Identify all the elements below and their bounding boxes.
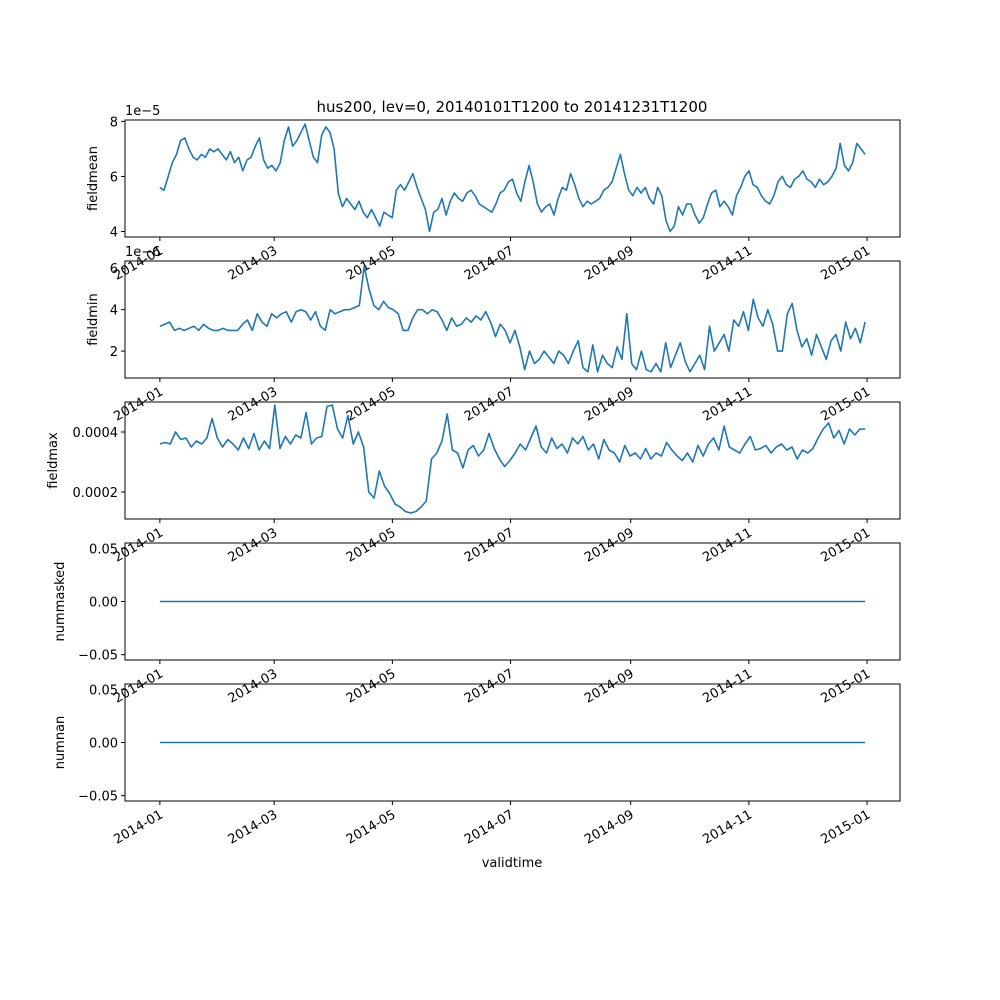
fieldmean-x-tick-label: 2014-07	[462, 243, 517, 283]
nummasked-x-tick-label: 2015-01	[819, 666, 874, 706]
numnan-x-tick-label: 2014-07	[462, 807, 517, 847]
fieldmin-x-tick-label: 2014-05	[344, 384, 399, 424]
numnan-y-tick-label: 0.05	[89, 683, 118, 698]
fieldmax-y-axis-label: fieldmax	[46, 432, 61, 489]
panel-numnan: −0.05 0.00 0.05 numnan 2014-01 2014-03 2014-05…	[53, 683, 901, 848]
fieldmax-x-tick-label: 2014-01	[111, 525, 166, 565]
fieldmax-x-tick-label: 2015-01	[819, 525, 874, 565]
fieldmin-x-tick-label: 2014-11	[700, 384, 755, 424]
fieldmean-series-line	[159, 123, 866, 233]
fieldmin-x-tick-label: 2015-01	[819, 384, 874, 424]
fieldmin-offset-text: 1e−6	[125, 245, 160, 260]
fieldmean-y-tick-label: 6	[110, 170, 118, 185]
numnan-x-tick-label: 2014-03	[226, 807, 281, 847]
fieldmean-x-tick-label: 2015-01	[819, 243, 874, 283]
nummasked-y-tick-label: 0.05	[89, 542, 118, 557]
panel-fieldmin: 2 4 6 fieldmin 1e−6 2014-01 2014-03 2014-05 2014…	[86, 245, 901, 425]
nummasked-y-tick-label: 0.00	[89, 596, 118, 611]
fieldmean-axes-frame	[124, 119, 901, 238]
numnan-x-tick-label: 2014-09	[582, 807, 637, 847]
numnan-y-axis-label: numnan	[53, 716, 68, 770]
fieldmean-offset-text: 1e−5	[125, 104, 160, 119]
panel-nummasked: −0.05 0.00 0.05 nummasked 2014-01 2014-03 2014…	[53, 542, 901, 707]
fieldmin-y-tick-label: 4	[110, 304, 118, 319]
numnan-x-tick-label: 2014-11	[700, 807, 755, 847]
fieldmin-x-tick-label: 2014-01	[111, 384, 166, 424]
fieldmean-y-axis-label: fieldmean	[86, 146, 101, 211]
numnan-x-tick-label: 2014-01	[111, 807, 166, 847]
fieldmax-x-tick-label: 2014-11	[700, 525, 755, 565]
numnan-y-tick-label: 0.00	[89, 737, 118, 752]
nummasked-x-tick-label: 2014-09	[582, 666, 637, 706]
fieldmean-y-tick-label: 4	[110, 225, 118, 240]
nummasked-x-tick-label: 2014-11	[700, 666, 755, 706]
fieldmax-x-tick-label: 2014-07	[462, 525, 517, 565]
fieldmin-y-tick-label: 6	[110, 262, 118, 277]
nummasked-x-tick-label: 2014-05	[344, 666, 399, 706]
fieldmin-axes-frame	[124, 260, 901, 379]
fieldmin-x-tick-label: 2014-09	[582, 384, 637, 424]
fieldmax-axes-frame	[124, 401, 901, 520]
nummasked-y-axis-label: nummasked	[53, 562, 68, 642]
x-axis-label: validtime	[482, 856, 543, 871]
fieldmax-x-tick-label: 2014-09	[582, 525, 637, 565]
fieldmin-y-axis-label: fieldmin	[86, 293, 101, 346]
fieldmin-y-tick-label: 2	[110, 345, 118, 360]
numnan-x-tick-label: 2014-05	[344, 807, 399, 847]
fieldmin-x-tick-label: 2014-03	[226, 384, 281, 424]
fieldmean-x-tick-label: 2014-03	[226, 243, 281, 283]
fieldmax-x-tick-label: 2014-03	[226, 525, 281, 565]
panels: 4 6 8 fieldmean 1e−5 2014-01 2014-03 2014-05 201…	[46, 104, 901, 848]
chart-title: hus200, lev=0, 20140101T1200 to 20141231…	[317, 98, 708, 116]
nummasked-x-tick-label: 2014-03	[226, 666, 281, 706]
fieldmean-x-tick-label: 2014-09	[582, 243, 637, 283]
fieldmin-series-line	[159, 265, 866, 373]
fieldmean-x-tick-label: 2014-05	[344, 243, 399, 283]
fieldmax-x-tick-label: 2014-05	[344, 525, 399, 565]
nummasked-y-tick-label: −0.05	[78, 649, 118, 664]
fieldmax-series-line	[159, 404, 866, 514]
numnan-y-tick-label: −0.05	[78, 790, 118, 805]
fieldmean-x-tick-label: 2014-11	[700, 243, 755, 283]
fieldmin-x-tick-label: 2014-07	[462, 384, 517, 424]
fieldmax-y-tick-label: 0.0004	[73, 426, 119, 441]
panel-fieldmax: 0.0002 0.0004 fieldmax 2014-01 2014-03 2014-0…	[46, 401, 901, 566]
numnan-x-tick-label: 2015-01	[819, 807, 874, 847]
nummasked-x-tick-label: 2014-01	[111, 666, 166, 706]
fieldmax-y-tick-label: 0.0002	[73, 486, 119, 501]
nummasked-x-tick-label: 2014-07	[462, 666, 517, 706]
fieldmean-y-tick-label: 8	[110, 115, 118, 130]
